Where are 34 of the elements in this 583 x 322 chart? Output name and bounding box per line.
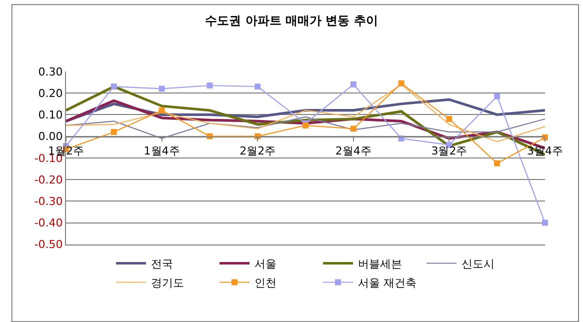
- point: [494, 160, 500, 166]
- legend-label: 경기도: [151, 276, 184, 290]
- point: [446, 116, 452, 122]
- y-tick-label: 0.30: [38, 65, 63, 78]
- legend-label: 서울: [254, 258, 276, 271]
- point: [110, 128, 117, 135]
- x-tick-label: 2월4주: [335, 144, 372, 158]
- point: [254, 84, 261, 90]
- legend-label: 신도시: [462, 258, 494, 271]
- y-tick-label: -0.20: [34, 173, 63, 186]
- point: [206, 82, 213, 88]
- point: [158, 86, 165, 92]
- y-tick-label: 0.10: [38, 108, 63, 122]
- line-series: [66, 116, 545, 139]
- legend-label: 버블세븐: [358, 258, 402, 271]
- point: [398, 80, 404, 86]
- point: [158, 107, 165, 114]
- x-tick-label: 3월2주: [431, 144, 468, 158]
- chart-title: 수도권 아파트 매매가 변동 추이: [205, 14, 378, 28]
- legend-label: 인천: [254, 276, 276, 290]
- point: [350, 126, 356, 132]
- x-tick-label: 2월2주: [240, 144, 276, 158]
- y-tick-label: 0.00: [38, 130, 63, 144]
- y-tick-label: -0.40: [34, 216, 63, 230]
- y-tick-label: -0.30: [34, 194, 63, 208]
- x-tick-label: 1월4주: [144, 144, 180, 158]
- point: [110, 84, 117, 90]
- y-tick-label: 0.20: [38, 86, 63, 100]
- legend-label: 전국: [151, 258, 173, 271]
- y-tick-label: -0.50: [34, 238, 63, 252]
- legend-label: 서울 재건축: [358, 276, 416, 290]
- point: [542, 220, 548, 226]
- point: [494, 93, 500, 100]
- point: [350, 81, 356, 88]
